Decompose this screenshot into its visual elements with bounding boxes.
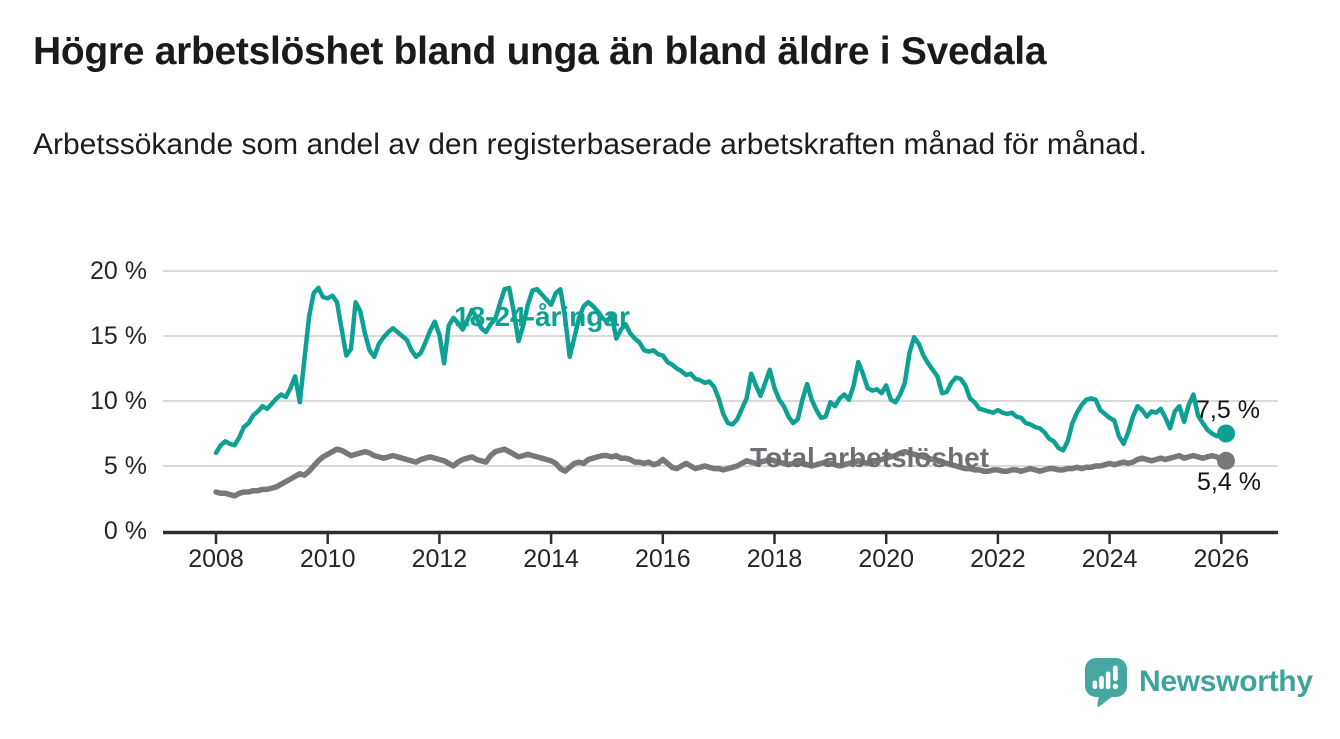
series-line [213, 446, 1229, 499]
y-axis-label: 20 % [90, 257, 147, 285]
latest-value-young: 7,5 % [1196, 396, 1260, 424]
x-axis-label: 2026 [1193, 545, 1250, 573]
series-line [213, 285, 1229, 456]
series-label-total: Total arbetslöshet [750, 442, 990, 473]
page-subtitle: Arbetssökande som andel av den registerb… [33, 128, 1147, 161]
series-label-young: 18-24-åringar [454, 301, 630, 332]
y-axis-label: 10 % [90, 387, 147, 415]
y-axis-label: 15 % [90, 322, 147, 350]
x-axis-label: 2014 [523, 545, 579, 573]
x-axis-label: 2022 [970, 545, 1026, 573]
x-axis-label: 2024 [1081, 545, 1138, 573]
newsworthy-logo-link[interactable]: Newsworthy [1085, 657, 1313, 707]
newsworthy-logo-icon [1085, 657, 1127, 707]
x-axis-label: 2010 [299, 545, 356, 573]
x-axis-label: 2016 [634, 545, 691, 573]
x-axis-label: 2020 [858, 545, 915, 573]
page-title: Högre arbetslöshet bland unga än bland ä… [33, 30, 1047, 73]
newsworthy-logo-text: Newsworthy [1139, 665, 1313, 698]
latest-value-total: 5,4 % [1197, 468, 1261, 496]
x-axis-label: 2018 [746, 545, 803, 573]
x-axis-label: 2008 [188, 545, 244, 573]
series-end-dot [1217, 424, 1235, 443]
y-axis-label: 0 % [103, 517, 147, 545]
y-axis-label: 5 % [103, 452, 147, 480]
x-axis-label: 2012 [411, 545, 468, 573]
